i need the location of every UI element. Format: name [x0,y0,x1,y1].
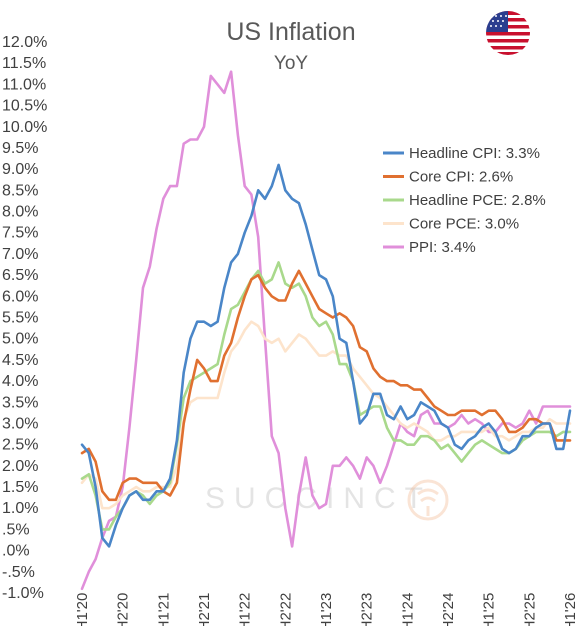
x-tick-label: H2'20 [115,593,132,626]
x-tick-label: H2'21 [196,593,213,626]
y-tick-label: 5.5% [2,310,38,327]
series-line-ppi [80,70,572,591]
x-tick-label: H1'22 [237,593,254,626]
x-axis: H1'20 H2'20 H1'21 H2'21 H1'22 H2'22 H1'23 H2'23… [74,593,579,626]
legend-label: PPI: 3.4% [409,239,476,256]
y-tick-label: 1.5% [2,479,38,496]
legend-label: Core PCE: 3.0% [409,216,519,233]
chart-subtitle: YoY [274,53,308,74]
y-tick-label: 6.5% [2,267,38,284]
y-tick-label: -1.0% [2,585,44,602]
series-line-core-cpi [80,269,572,502]
x-tick-label: H1'23 [318,593,335,626]
y-tick-label: 9.0% [2,161,38,178]
series-line-core-pce [80,320,572,510]
y-tick-label: -.5% [2,564,35,581]
y-tick-label: 12.0% [2,34,47,51]
watermark-logo-icon [407,479,449,521]
y-tick-label: 3.0% [2,415,38,432]
series-layer [80,70,572,591]
y-tick-label: 8.0% [2,204,38,221]
x-tick-label: H2'25 [521,593,538,626]
y-tick-label: 10.0% [2,119,47,136]
x-tick-label: H1'21 [155,593,172,626]
x-tick-label: H1'25 [481,593,498,626]
y-tick-label: 7.5% [2,225,38,242]
y-tick-label: 9.5% [2,140,38,157]
y-tick-label: 11.0% [2,76,46,93]
y-tick-label: 1.0% [2,500,38,517]
y-tick-label: 4.0% [2,373,38,390]
y-tick-label: 8.5% [2,182,38,199]
series-line-headline-cpi [80,163,572,548]
y-tick-label: 4.5% [2,352,38,369]
y-tick-label: .0% [2,543,30,560]
legend-label: Headline CPI: 3.3% [409,145,540,162]
x-tick-label: H1'24 [399,593,416,626]
watermark-text: SUCCINCT [205,482,432,515]
y-tick-label: 6.0% [2,288,38,305]
y-tick-label: 7.0% [2,246,38,263]
x-tick-label: H1'26 [562,593,579,626]
y-tick-label: 3.5% [2,394,38,411]
y-tick-label: 5.0% [2,331,38,348]
y-axis: 12.0% 11.5% 11.0% 10.5% 10.0% 9.5% 9.0% 8.5% 8.0… [2,34,47,602]
x-tick-label: H1'20 [74,593,91,626]
legend-label: Headline PCE: 2.8% [409,192,546,209]
us-flag-icon [486,11,530,55]
legend-label: Core CPI: 2.6% [409,169,513,186]
legend: Headline CPI: 3.3% Core CPI: 2.6% Headline… [383,145,546,256]
x-tick-label: H2'24 [440,593,457,626]
y-tick-label: 11.5% [2,55,46,72]
y-tick-label: 2.0% [2,458,38,475]
y-tick-label: 10.5% [2,98,47,115]
y-tick-label: 2.5% [2,437,38,454]
x-tick-label: H2'23 [359,593,376,626]
x-tick-label: H2'22 [277,593,294,626]
chart-title: US Inflation [226,18,355,46]
y-tick-label: .5% [2,521,30,538]
